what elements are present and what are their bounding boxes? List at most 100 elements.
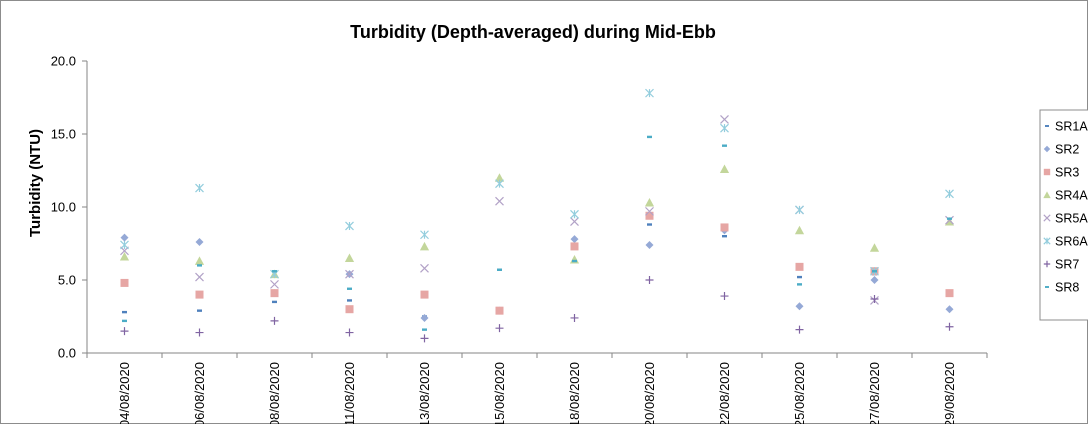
data-point (419, 241, 430, 251)
x-tick-label: 29/08/2020 (942, 362, 957, 424)
legend-label: SR3 (1055, 166, 1079, 180)
data-point (120, 233, 129, 242)
data-point (720, 223, 729, 232)
data-point (720, 123, 729, 133)
data-point (647, 223, 652, 226)
legend-label: SR4A (1055, 189, 1088, 203)
legend-marker (1043, 168, 1051, 176)
plot-area (119, 88, 955, 343)
legend-item-sr5a: SR5A (1043, 212, 1088, 226)
data-point (495, 306, 504, 315)
legend-label: SR6A (1055, 235, 1088, 249)
data-point (645, 211, 654, 220)
series-sr1a (122, 223, 952, 318)
chart-title: Turbidity (Depth-averaged) during Mid-Eb… (350, 22, 716, 42)
legend-marker (1043, 214, 1051, 222)
data-point (197, 264, 202, 267)
data-point (945, 305, 954, 314)
y-tick-label: 10.0 (51, 200, 76, 215)
data-point (494, 173, 505, 182)
data-point (120, 278, 129, 287)
data-point (944, 217, 955, 226)
legend-item-sr6a: SR6A (1043, 235, 1088, 249)
data-point (797, 283, 802, 286)
data-point (345, 328, 354, 337)
data-point (345, 221, 354, 231)
axes: 0.0 5.0 10.0 15.0 20.0 04/08/2020 06/08/2020 08… (51, 54, 988, 424)
data-point (195, 290, 204, 299)
data-point (645, 240, 654, 249)
legend-marker (1045, 286, 1049, 288)
data-point (495, 196, 504, 206)
data-point (345, 269, 354, 279)
legend-item-sr2: SR2 (1043, 143, 1079, 157)
legend-box (1039, 109, 1088, 321)
data-point (945, 215, 954, 225)
data-point (122, 319, 127, 323)
data-point (570, 235, 579, 244)
data-point (495, 324, 504, 333)
data-point (270, 289, 279, 298)
data-point (645, 276, 654, 284)
series-sr6a (120, 88, 954, 279)
legend-item-sr1a: SR1A (1045, 120, 1088, 134)
legend: SR1A SR2 SR3 SR4A SR5A SR6A SR7 SR8 (1039, 109, 1088, 321)
data-point (645, 88, 654, 98)
data-point (872, 270, 877, 273)
data-point (420, 263, 429, 273)
data-point (945, 189, 954, 199)
data-point (720, 114, 729, 124)
x-tick-label: 20/08/2020 (642, 362, 657, 424)
legend-marker (1043, 260, 1051, 268)
legend-label: SR1A (1055, 120, 1088, 134)
data-point (420, 230, 429, 240)
data-point (570, 217, 579, 227)
legend-label: SR2 (1055, 143, 1079, 157)
legend-marker (1043, 191, 1051, 199)
series-sr3 (120, 211, 954, 315)
data-point (795, 262, 804, 271)
data-point (347, 287, 352, 290)
data-point (722, 144, 727, 147)
x-tick-label: 18/08/2020 (567, 362, 582, 424)
x-tick-label: 27/08/2020 (867, 362, 882, 424)
data-point (795, 302, 804, 311)
data-point (647, 135, 652, 139)
legend-item-sr4a: SR4A (1043, 189, 1088, 203)
data-point (347, 299, 352, 302)
legend-item-sr8: SR8 (1045, 281, 1079, 295)
x-tick-label: 08/08/2020 (267, 362, 282, 424)
data-point (195, 238, 204, 247)
data-point (420, 334, 429, 343)
legend-marker (1043, 145, 1051, 153)
data-point (870, 276, 879, 284)
series-sr8 (122, 135, 952, 331)
y-tick-label: 20.0 (51, 54, 76, 69)
data-point (570, 242, 579, 251)
data-point (795, 325, 804, 334)
y-tick-label: 5.0 (58, 273, 76, 288)
data-point (945, 289, 954, 298)
legend-item-sr3: SR3 (1043, 166, 1079, 180)
data-point (344, 253, 355, 263)
data-point (572, 259, 577, 263)
data-point (570, 313, 579, 322)
legend-item-sr7: SR7 (1043, 258, 1079, 272)
data-point (795, 205, 804, 215)
x-tick-label: 25/08/2020 (792, 362, 807, 424)
data-point (120, 327, 129, 336)
x-tick-label: 06/08/2020 (192, 362, 207, 424)
data-point (270, 279, 279, 289)
data-point (195, 328, 204, 337)
legend-label: SR8 (1055, 281, 1079, 295)
x-tick-label: 13/08/2020 (417, 362, 432, 424)
series-sr4a (119, 164, 955, 279)
data-point (794, 225, 805, 235)
data-point (420, 290, 429, 299)
legend-marker (1043, 237, 1051, 245)
data-point (345, 305, 354, 314)
data-point (869, 243, 880, 252)
data-point (797, 275, 802, 279)
data-point (422, 328, 427, 331)
